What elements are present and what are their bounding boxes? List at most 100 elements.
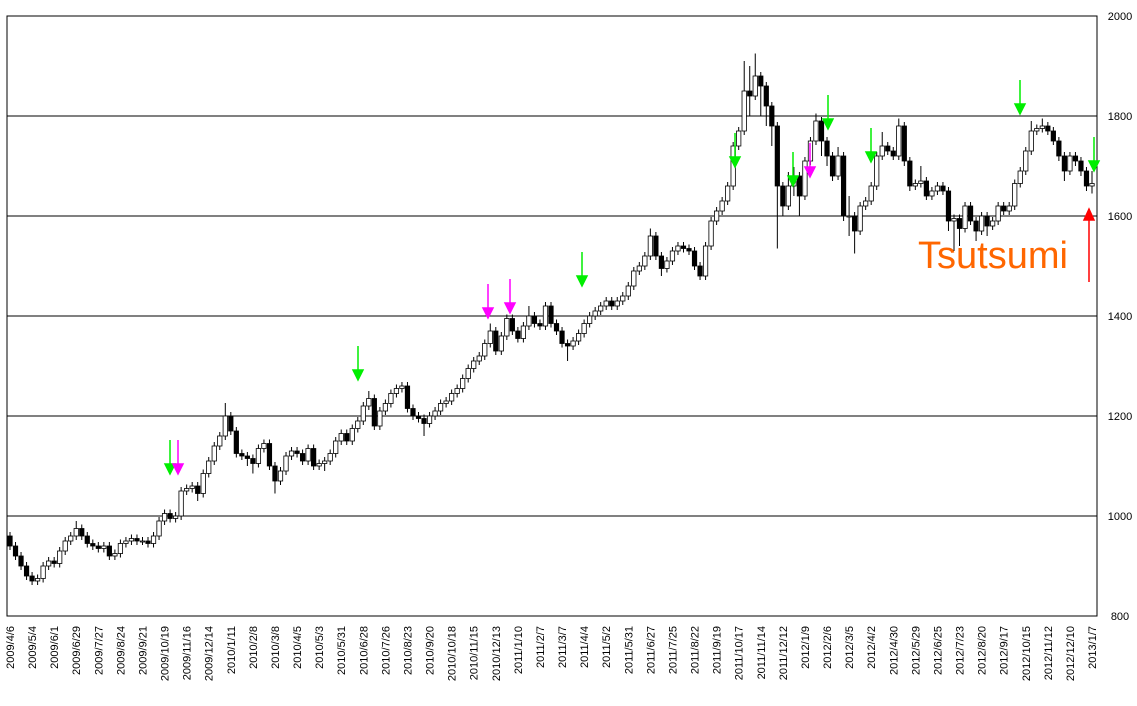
candle-body: [311, 448, 317, 467]
candle-body: [79, 528, 85, 537]
candle-body: [128, 538, 135, 542]
x-tick-label: 2011/12/12: [778, 626, 790, 680]
candle-body: [642, 255, 648, 267]
y-tick-label: 1000: [1108, 511, 1132, 523]
x-tick-label: 2009/7/27: [93, 626, 105, 675]
candle-body: [824, 140, 830, 157]
candle-body: [548, 305, 554, 324]
candle-body: [18, 555, 24, 567]
x-tick-label: 2012/10/15: [1021, 626, 1033, 681]
candle-body: [973, 220, 979, 232]
x-tick-label: 2009/4/6: [5, 626, 17, 669]
x-tick-label: 2012/1/9: [800, 626, 812, 669]
candle-body: [421, 418, 427, 424]
candle-body: [758, 75, 764, 87]
candle-body: [697, 265, 703, 277]
candle-body: [344, 433, 350, 442]
x-tick-label: 2011/11/14: [756, 626, 768, 679]
candle-body: [829, 155, 836, 177]
x-tick-label: 2011/10/17: [734, 626, 746, 680]
candle-body: [426, 415, 433, 424]
candle-body: [145, 540, 151, 544]
candle-body: [840, 155, 847, 217]
candle-body: [95, 545, 101, 549]
candle-body: [487, 330, 493, 344]
x-tick-label: 2012/7/23: [955, 626, 967, 675]
candle-body: [559, 330, 565, 344]
candle-body: [460, 378, 466, 389]
x-tick-label: 2010/11/15: [469, 626, 481, 680]
candle-body: [101, 545, 107, 549]
candle-body: [437, 403, 444, 412]
x-tick-label: 2011/6/27: [645, 626, 657, 674]
candle-body: [631, 270, 637, 287]
red-arrow: [1082, 207, 1096, 282]
x-tick-label: 2012/5/29: [910, 626, 922, 675]
candle-body: [653, 235, 659, 257]
candle-body: [509, 318, 515, 332]
x-tick-label: 2012/11/12: [1043, 626, 1055, 680]
candle-body: [12, 545, 19, 557]
x-tick-label: 2012/6/25: [932, 626, 944, 675]
candle-body: [167, 513, 173, 519]
candle-body: [84, 535, 90, 544]
x-tick-label: 2010/7/26: [380, 626, 392, 675]
candle-body: [211, 445, 217, 462]
x-tick-label: 2009/8/24: [115, 626, 127, 675]
candle-body: [1017, 170, 1023, 184]
candle-body: [741, 90, 747, 132]
candle-body: [1028, 130, 1034, 152]
candle-body: [90, 543, 96, 547]
candle-body: [432, 410, 438, 417]
candle-body: [117, 543, 124, 554]
candle-body: [658, 255, 665, 269]
candle-body: [327, 453, 333, 462]
candle-body: [1083, 170, 1090, 187]
candle-body: [261, 443, 267, 449]
candle-body: [625, 285, 631, 297]
green-arrows: [163, 80, 1101, 476]
candle-body: [200, 473, 206, 494]
candle-body: [885, 145, 891, 152]
x-tick-label: 2012/8/20: [977, 626, 989, 675]
y-tick-label: 800: [1111, 611, 1129, 623]
candle-body: [868, 185, 874, 202]
grid: [7, 15, 1097, 617]
x-tick-label: 2010/9/20: [425, 626, 437, 675]
candle-body: [515, 330, 521, 339]
candle-body: [752, 75, 758, 97]
candles: [7, 53, 1095, 585]
candle-body: [123, 540, 129, 544]
candle-body: [112, 553, 118, 557]
candle-body: [1034, 128, 1040, 132]
x-tick-label: 2010/2/8: [248, 626, 260, 669]
x-tick-label: 2012/4/30: [888, 626, 900, 675]
candle-body: [763, 85, 769, 107]
x-tick-label: 2011/9/19: [712, 626, 724, 674]
candle-body: [603, 300, 609, 307]
candle-body: [250, 458, 256, 464]
candle-body: [614, 300, 620, 307]
candle-body: [139, 540, 146, 543]
x-tick-label: 2012/2/6: [822, 626, 834, 669]
candle-body: [399, 385, 405, 389]
candle-body: [879, 145, 885, 157]
candle-body: [747, 90, 753, 97]
candle-body: [294, 450, 300, 454]
candle-body: [156, 520, 162, 537]
candle-body: [206, 460, 212, 474]
annotation: Tsutsumi: [918, 235, 1068, 277]
candle-body: [349, 428, 355, 442]
x-tick-label: 2009/11/16: [182, 626, 194, 680]
x-tick-label: 2009/12/14: [204, 626, 216, 681]
candle-body: [553, 323, 560, 332]
y-tick-label: 2000: [1108, 11, 1132, 23]
candle-body: [929, 190, 935, 197]
candle-body: [371, 398, 377, 427]
x-tick-label: 2011/4/4: [579, 626, 591, 668]
candle-body: [918, 180, 924, 184]
x-tick-label: 2009/10/19: [160, 626, 172, 681]
candle-body: [393, 388, 400, 394]
candle-body: [978, 215, 985, 232]
candle-body: [570, 340, 576, 347]
